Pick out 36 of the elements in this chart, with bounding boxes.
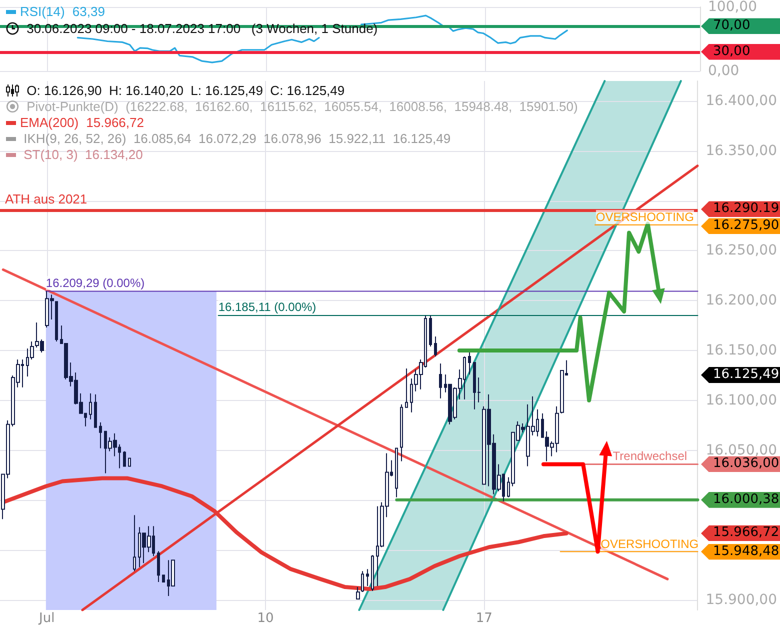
legend-label: EMA(200) [20, 115, 79, 130]
y-tick-label: 16.350,00 [706, 142, 778, 159]
text: 30,00 [701, 44, 780, 60]
x-tick-label: 10 [257, 611, 274, 625]
annotation: Pivot-Punkte(D) (16222.68, 16162.60, 16115.62, 16055.54, 16008.56, 15948.48, 15901.50) [26, 99, 578, 114]
annotation: O: 16.126,90 H: 16.140,20 L: 16.125,49 C: 16.125,49 [26, 83, 345, 98]
text: 16.000,38 [701, 492, 780, 508]
x-tick-label: 17 [476, 611, 492, 625]
y-tick-label: 0,00 [708, 63, 740, 79]
annotation: 15.966,72 [85, 115, 144, 130]
y-tick-label: 16.150,00 [706, 342, 778, 358]
y-tick-label: 16.100,00 [706, 392, 778, 408]
annotation: 16.209,29 (0.00%) [46, 276, 145, 290]
y-tick-label: 16.400,00 [706, 92, 778, 109]
text: 16.275,90 [701, 218, 780, 234]
annotation: IKH(9, 26, 52, 26) 16.085,64 16.072,29 16.078,96 15.922,11 16.125,49 [22, 131, 451, 146]
legend-label: RSI(14) [20, 4, 65, 19]
annotation: OVERSHOOTING [596, 210, 694, 224]
text: 16.036,00 [701, 456, 780, 472]
text: 16.290.19 [701, 201, 780, 218]
text: 15.966,72 [701, 525, 780, 542]
x-tick-label: Jul [38, 611, 55, 625]
text: 16.125,49 [701, 366, 780, 383]
y-tick-label: 15.900,00 [706, 592, 778, 608]
annotation: ST(10, 3) 16.134,20 [22, 147, 143, 162]
text: 15.948,48 [701, 544, 780, 560]
y-tick-label: 16.250,00 [706, 242, 778, 259]
annotation: Trendwechsel [612, 449, 688, 464]
ref-line-label: ATH aus 2021 [5, 192, 88, 207]
y-tick-label: 16.200,00 [706, 292, 778, 309]
annotation: 63,39 [71, 4, 105, 19]
text: 70,00 [701, 18, 780, 34]
y-tick-label: 16.050,00 [706, 442, 778, 458]
y-tick-label: 100,00 [708, 0, 757, 15]
annotation: OVERSHOOTING [600, 536, 699, 551]
annotation: 16.185,11 (0.00%) [218, 300, 316, 314]
